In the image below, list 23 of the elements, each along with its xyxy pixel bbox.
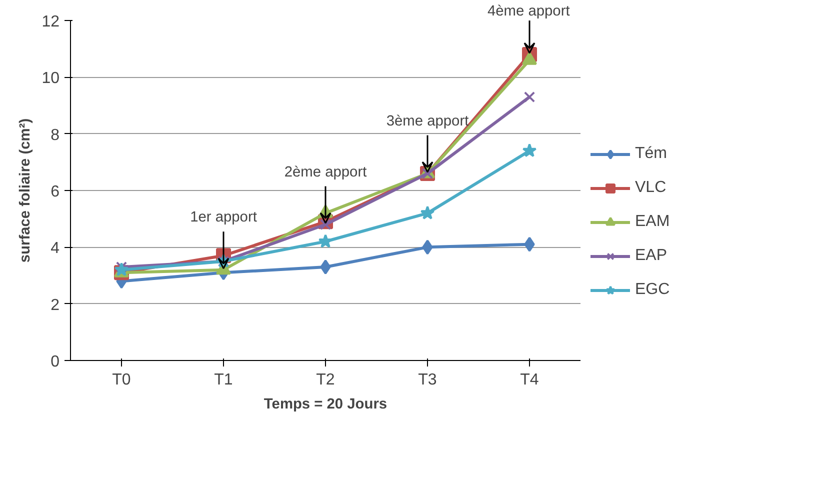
legend-label: VLC (635, 179, 666, 197)
y-tick-label: 2 (50, 296, 60, 314)
y-tick-label: 6 (50, 184, 60, 200)
annotation: 3ème apport (386, 113, 469, 130)
x-tick-label: T3 (418, 372, 437, 388)
y-tick-label: 10 (42, 70, 60, 88)
x-axis-title: Temps = 20 Jours (264, 396, 388, 412)
legend-label: EGC (635, 281, 670, 299)
legend-label: EAM (635, 213, 670, 231)
legend-label: EAP (635, 247, 668, 265)
annotation: 2ème apport (284, 164, 367, 180)
annotation: 1er apport (190, 210, 257, 226)
y-tick-label: 12 (42, 14, 60, 30)
x-tick-label: T4 (520, 372, 539, 388)
y-tick-label: 4 (50, 240, 60, 258)
y-tick-label: 8 (50, 126, 60, 144)
x-tick-label: T2 (316, 372, 335, 388)
x-tick-label: T1 (214, 372, 233, 388)
y-axis-title: surface foliaire (cm²) (18, 118, 34, 263)
x-tick-label: T0 (112, 372, 131, 388)
legend-label: Tém (635, 145, 667, 163)
y-tick-label: 0 (50, 354, 60, 370)
annotation: 4ème apport (488, 4, 570, 20)
